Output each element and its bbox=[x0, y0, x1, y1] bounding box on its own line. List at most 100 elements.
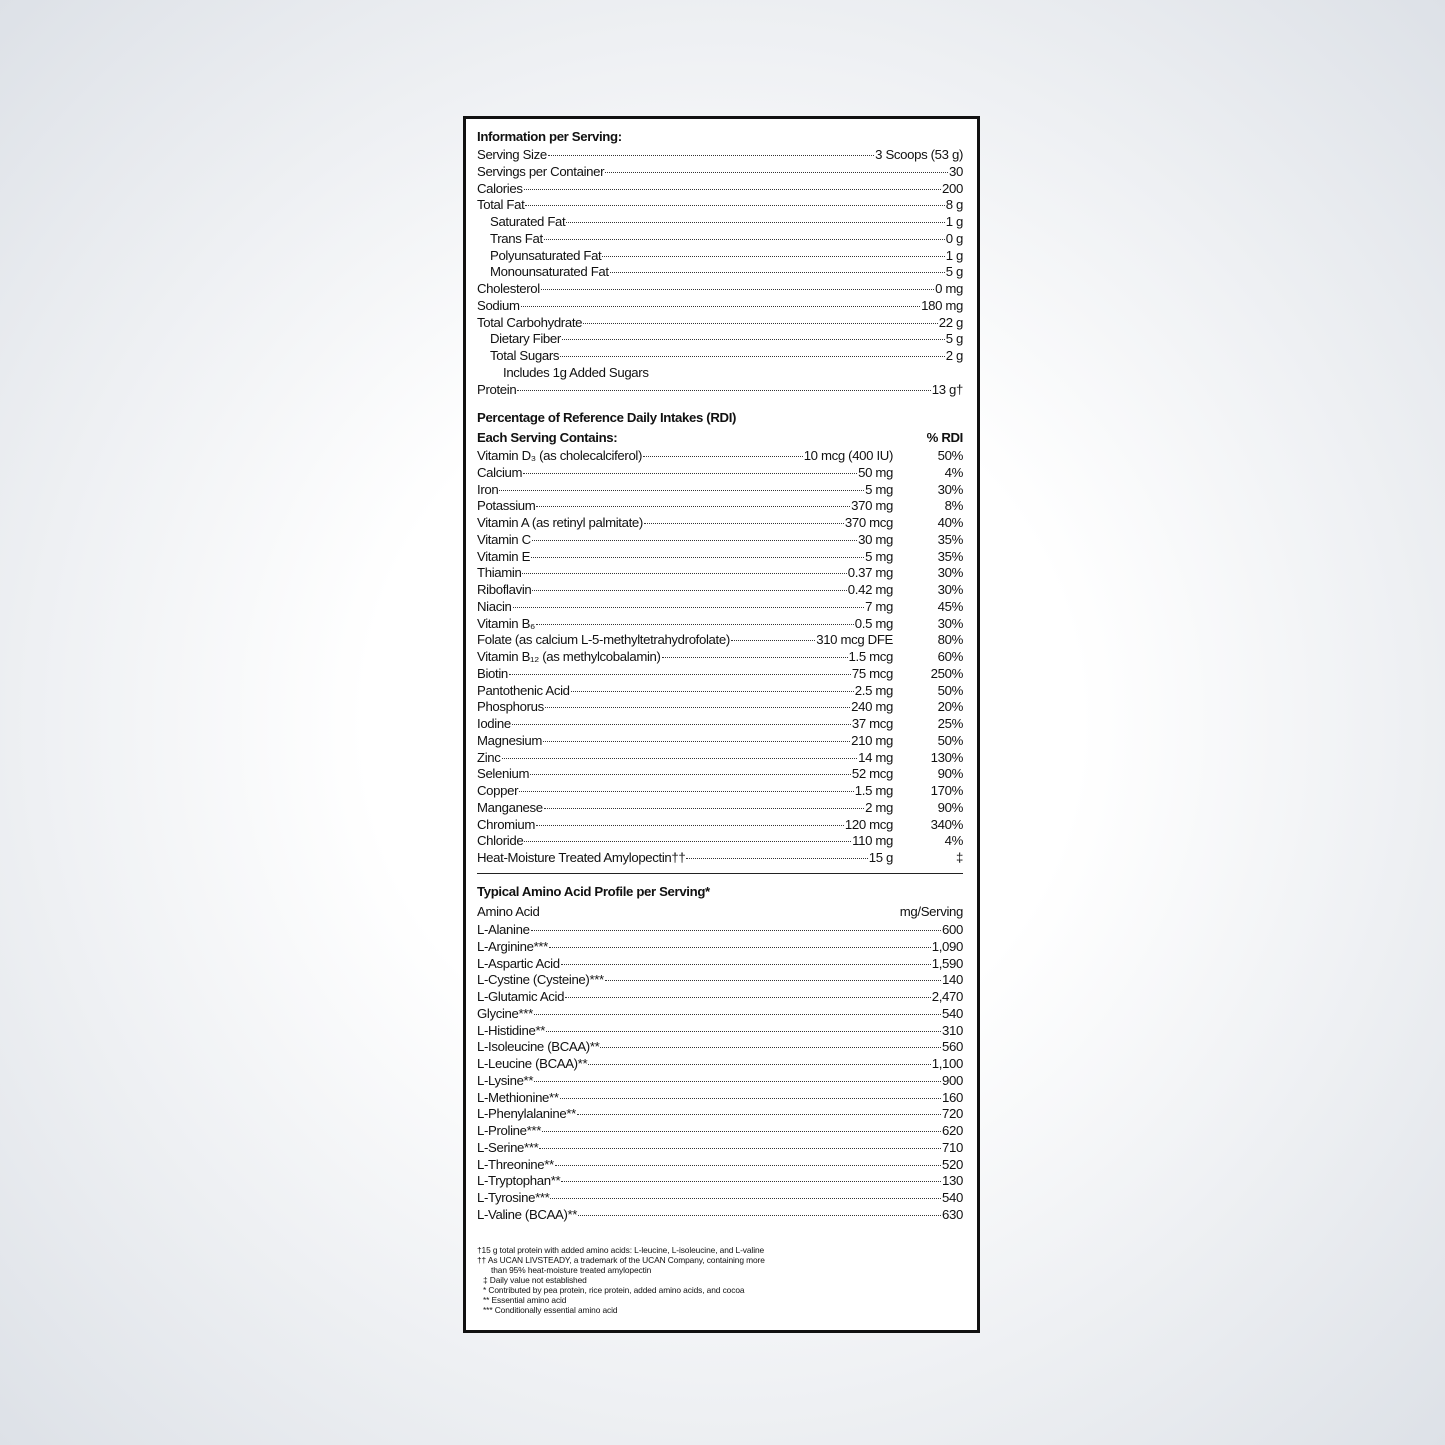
leader bbox=[543, 238, 945, 240]
leader bbox=[583, 322, 938, 324]
rdi-percent: 35% bbox=[937, 548, 964, 564]
divider bbox=[477, 873, 963, 874]
amount-cell: Manganese 2 mg bbox=[477, 800, 893, 817]
nutrient-amount: 210 mg bbox=[851, 732, 893, 748]
rdi-percent: 90% bbox=[937, 799, 964, 815]
nutrient-amount: 37 mcg bbox=[851, 716, 894, 731]
nutrient-amount: 1.5 mcg bbox=[848, 649, 894, 664]
nutrient-amount: 2.5 mg bbox=[854, 682, 894, 698]
amount-cell: Heat-Moisture Treated Amylopectin†† 15 g bbox=[477, 850, 893, 867]
nutrient-amount: 50 mg bbox=[858, 464, 893, 480]
leader bbox=[536, 506, 851, 508]
column-header: Amino Acid mg/Serving bbox=[477, 902, 963, 922]
row-value: 3 Scoops (53 g) bbox=[875, 147, 963, 162]
info-row: Monounsaturated Fat 5 g bbox=[477, 264, 963, 281]
rdi-percent: 50% bbox=[937, 682, 964, 698]
leader bbox=[609, 272, 945, 274]
leader bbox=[519, 791, 854, 792]
row-label: Includes 1g Added Sugars bbox=[503, 364, 649, 380]
nutrient-amount: 310 mcg DFE bbox=[816, 632, 893, 648]
rdi-row: Pantothenic Acid 2.5 mg 50% bbox=[477, 683, 963, 700]
row-value: 8 g bbox=[945, 197, 964, 213]
rdi-percent: 25% bbox=[937, 716, 964, 731]
amino-name: Glycine*** bbox=[477, 1005, 533, 1021]
nutrient-name: Chromium bbox=[477, 816, 536, 832]
nutrient-name: Zinc bbox=[477, 749, 501, 765]
amino-value: 720 bbox=[942, 1106, 963, 1122]
leader bbox=[554, 1164, 942, 1166]
row-value: 2 g bbox=[945, 348, 964, 363]
nutrient-name: Vitamin E bbox=[477, 548, 531, 564]
amino-row: L-Glutamic Acid 2,470 bbox=[477, 989, 963, 1006]
amino-name: L-Arginine*** bbox=[477, 938, 548, 954]
amino-name: L-Alanine bbox=[477, 922, 530, 937]
nutrient-amount: 240 mg bbox=[851, 699, 893, 715]
amino-value: 540 bbox=[942, 1190, 963, 1205]
row-label: Saturated Fat bbox=[490, 214, 566, 229]
rdi-percent: 50% bbox=[937, 448, 964, 463]
leader bbox=[544, 707, 851, 709]
footnote: †† As UCAN LIVSTEADY, a trademark of the… bbox=[477, 1255, 765, 1265]
amino-row: L-Valine (BCAA)** 630 bbox=[477, 1207, 963, 1224]
nutrient-amount: 370 mcg bbox=[844, 515, 893, 530]
footnotes: †15 g total protein with added amino aci… bbox=[477, 1245, 765, 1315]
nutrient-name: Biotin bbox=[477, 665, 508, 681]
amount-cell: Vitamin C 30 mg bbox=[477, 532, 893, 549]
leader bbox=[511, 724, 851, 725]
amino-name: L-Threonine** bbox=[477, 1156, 554, 1172]
nutrient-name: Heat-Moisture Treated Amylopectin†† bbox=[477, 850, 686, 865]
info-row: Dietary Fiber 5 g bbox=[477, 331, 963, 348]
leader bbox=[543, 740, 851, 742]
leader bbox=[532, 590, 847, 591]
leader bbox=[604, 980, 942, 982]
leader bbox=[730, 640, 816, 642]
leader bbox=[540, 289, 935, 290]
nutrient-amount: 5 mg bbox=[865, 548, 893, 564]
nutrient-name: Riboflavin bbox=[477, 582, 532, 597]
rdi-percent: 30% bbox=[937, 615, 964, 631]
rdi-percent: 40% bbox=[937, 515, 964, 530]
rdi-percent: 340% bbox=[930, 816, 964, 832]
leader bbox=[588, 1064, 931, 1065]
amino-value: 1,100 bbox=[931, 1056, 964, 1071]
leader bbox=[539, 1147, 942, 1149]
row-label: Dietary Fiber bbox=[490, 331, 561, 347]
leader bbox=[561, 1181, 942, 1183]
leader bbox=[543, 807, 865, 809]
rdi-percent: 8% bbox=[944, 498, 964, 514]
nutrient-amount: 15 g bbox=[868, 850, 894, 865]
nutrient-amount: 7 mg bbox=[865, 598, 893, 614]
leader bbox=[546, 1030, 942, 1032]
row-value: 30 bbox=[949, 163, 963, 179]
leader bbox=[536, 824, 844, 826]
info-section: Information per Serving: Serving Size 3 S… bbox=[477, 126, 963, 398]
header-cell: mg/Serving bbox=[899, 904, 964, 919]
nutrient-name: Copper bbox=[477, 783, 519, 798]
row-value: 1 g bbox=[945, 247, 964, 263]
leader bbox=[536, 623, 854, 625]
rdi-section: Percentage of Reference Daily Intakes (R… bbox=[477, 407, 963, 867]
row-label: Total Carbohydrate bbox=[477, 314, 583, 330]
amount-cell: Vitamin B₆ 0.5 mg bbox=[477, 616, 893, 633]
footnote: †15 g total protein with added amino aci… bbox=[477, 1245, 765, 1255]
rdi-percent: 170% bbox=[930, 783, 964, 798]
column-header: Each Serving Contains: % RDI bbox=[477, 428, 963, 448]
leader bbox=[523, 188, 942, 190]
leader bbox=[541, 1131, 942, 1132]
amino-row: L-Lysine** 900 bbox=[477, 1073, 963, 1090]
nutrient-name: Selenium bbox=[477, 766, 530, 782]
leader bbox=[602, 255, 945, 257]
amount-cell: Calcium 50 mg bbox=[477, 465, 893, 482]
row-value: 5 g bbox=[945, 331, 964, 347]
amino-value: 520 bbox=[942, 1156, 963, 1172]
amount-cell: Copper 1.5 mg bbox=[477, 783, 893, 800]
row-label: Total Sugars bbox=[490, 348, 560, 363]
rdi-row: Zinc 14 mg 130% bbox=[477, 750, 963, 767]
info-row: Calories 200 bbox=[477, 181, 963, 198]
leader bbox=[501, 757, 858, 759]
amino-value: 620 bbox=[942, 1123, 963, 1138]
leader bbox=[559, 1097, 942, 1099]
amount-cell: Biotin 75 mcg bbox=[477, 666, 893, 683]
amino-name: L-Phenylalanine** bbox=[477, 1106, 576, 1122]
amount-cell: Vitamin D₃ (as cholecalciferol) 10 mcg (4… bbox=[477, 448, 893, 465]
